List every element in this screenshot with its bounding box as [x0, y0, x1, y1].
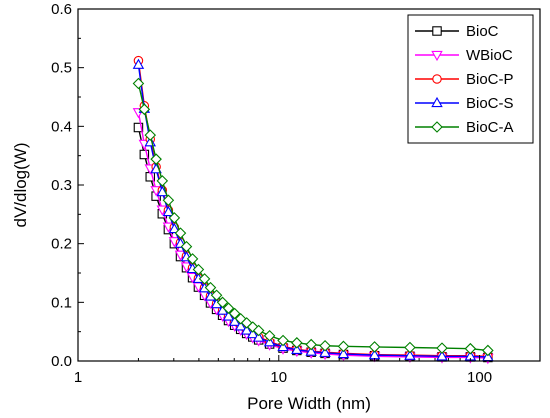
legend-marker — [432, 26, 442, 36]
series-line — [137, 127, 488, 359]
legend-label: BioC-A — [466, 119, 514, 136]
data-point — [228, 307, 241, 320]
series-line — [137, 112, 488, 359]
data-point — [337, 347, 350, 359]
legend-marker — [431, 50, 443, 62]
data-point — [436, 342, 448, 354]
legend-item-wbioc: WBioC — [415, 47, 513, 64]
legend-label: BioC — [466, 23, 499, 40]
series-bioc-a — [132, 77, 494, 357]
y-tick-label: 0.3 — [51, 177, 72, 194]
y-tick-label: 0.5 — [51, 60, 72, 77]
y-tick-label: 0.2 — [51, 236, 72, 253]
data-point — [156, 175, 169, 187]
data-point — [180, 240, 193, 253]
series-layer — [132, 55, 494, 365]
legend-label: BioC-S — [466, 95, 514, 112]
data-point — [337, 340, 350, 353]
data-point — [132, 77, 145, 90]
legend-item-bioc-p: BioC-P — [415, 71, 514, 88]
data-point — [210, 289, 223, 302]
data-point — [132, 58, 145, 69]
data-point — [168, 212, 181, 224]
axis-ticks: 1 10 100 0.0 0.1 0.2 0.3 0.4 0.5 0.6 — [51, 1, 541, 386]
legend-item-bioc: BioC — [415, 23, 499, 40]
data-point — [133, 122, 144, 133]
data-point — [247, 327, 259, 339]
data-point — [436, 350, 448, 361]
y-axis-title: dV/dlog(W) — [11, 142, 30, 227]
data-point — [291, 337, 303, 349]
x-tick-label: 1 — [74, 369, 82, 386]
data-point — [228, 315, 241, 326]
data-point — [198, 273, 211, 285]
legend-marker — [432, 74, 442, 84]
data-point — [222, 302, 235, 314]
data-point — [368, 341, 381, 353]
legend-marker — [431, 121, 443, 133]
data-point — [162, 194, 175, 207]
y-tick-label: 0.1 — [51, 294, 72, 311]
data-point — [252, 324, 265, 337]
data-point — [240, 324, 253, 335]
data-point — [404, 349, 416, 360]
y-tick-label: 0.0 — [51, 353, 72, 370]
data-point — [464, 342, 477, 355]
data-point — [150, 153, 162, 165]
data-point — [319, 346, 331, 357]
data-point — [305, 338, 317, 351]
data-point — [168, 222, 181, 234]
x-tick-label: 10 — [270, 369, 287, 386]
legend-item-bioc-s: BioC-S — [415, 95, 514, 112]
data-point — [291, 343, 303, 355]
data-point — [216, 296, 229, 309]
data-point — [156, 185, 169, 197]
legend: BioC WBioC BioC-P BioC-S BioC-A — [407, 14, 534, 144]
data-point — [139, 149, 150, 160]
y-tick-label: 0.4 — [51, 118, 72, 135]
data-point — [138, 103, 151, 116]
x-axis-title: Pore Width (nm) — [247, 394, 371, 413]
data-point — [305, 345, 317, 356]
data-point — [404, 341, 416, 354]
y-tick-label: 0.6 — [51, 1, 72, 18]
legend-label: WBioC — [466, 47, 513, 64]
x-tick-label: 100 — [467, 369, 492, 386]
data-point — [252, 331, 265, 342]
data-point — [186, 253, 199, 265]
data-point — [192, 263, 205, 276]
data-point — [204, 281, 217, 294]
data-point — [482, 344, 494, 357]
legend-item-bioc-a: BioC-A — [415, 119, 514, 136]
data-point — [234, 320, 247, 331]
data-point — [174, 227, 187, 239]
legend-label: BioC-P — [466, 71, 514, 88]
data-point — [222, 310, 235, 321]
data-point — [277, 334, 289, 347]
legend-marker — [431, 96, 443, 108]
data-point — [162, 205, 175, 217]
data-point — [263, 329, 276, 342]
data-point — [319, 339, 331, 352]
data-point — [144, 129, 157, 141]
series-wbioc — [132, 108, 494, 365]
